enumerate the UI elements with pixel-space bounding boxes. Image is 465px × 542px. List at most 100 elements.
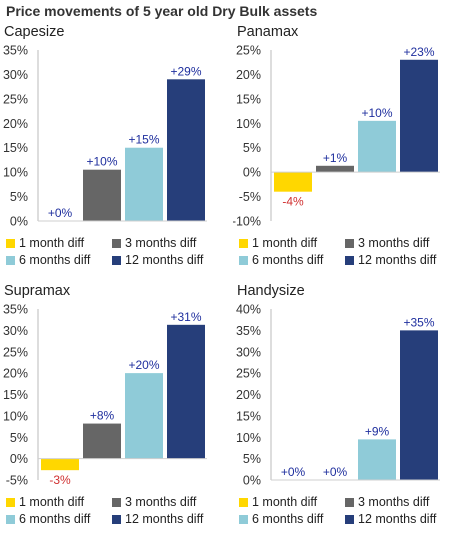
panamax-panel: Panamax -10% -5% 0% 5% 10% 15% 20% 25% -4% +1% +10%… (233, 24, 465, 282)
legend-label: 6 months diff (19, 253, 91, 267)
data-label: +1% (323, 151, 348, 165)
y-tick-label: 30% (236, 345, 261, 359)
legend-label: 1 month diff (252, 236, 318, 250)
handysize-chart: 0% 5% 10% 15% 20% 25% 30% 35% 40% +0% +0% +9% +35% (236, 303, 440, 488)
handysize-legend: 1 month diff 3 months diff 6 months diff 12… (233, 495, 465, 531)
legend-swatch (112, 497, 121, 507)
bar-3-months (83, 423, 121, 459)
legend-label: 3 months diff (358, 495, 430, 509)
y-tick-label: 10% (3, 409, 28, 423)
legend-swatch (239, 514, 248, 524)
data-label: +10% (361, 106, 392, 120)
bar-1-month (41, 458, 79, 471)
y-tick-label: 35% (3, 44, 28, 58)
data-label: +35% (403, 315, 434, 329)
legend-swatch (6, 514, 15, 524)
legend-item-1-month: 1 month diff (239, 236, 317, 250)
capesize-title: Capesize (4, 24, 65, 40)
data-label: +9% (365, 424, 390, 438)
legend-label: 12 months diff (358, 253, 437, 267)
y-tick-label: 40% (236, 303, 261, 317)
panamax-title: Panamax (237, 24, 299, 40)
legend-item-12-months: 12 months diff (112, 253, 203, 267)
legend-swatch (6, 497, 15, 507)
handysize-title: Handysize (237, 283, 305, 299)
y-tick-label: 30% (3, 68, 28, 82)
y-tick-label: 25% (3, 345, 28, 359)
legend-swatch (239, 238, 248, 248)
legend-label: 1 month diff (19, 495, 85, 509)
legend-swatch (112, 238, 121, 248)
legend-swatch (112, 255, 121, 265)
data-label: +15% (128, 133, 159, 147)
y-tick-label: 20% (236, 68, 261, 82)
y-tick-label: 15% (236, 409, 261, 423)
y-tick-label: -5% (6, 474, 28, 488)
legend-item-12-months: 12 months diff (345, 253, 436, 267)
legend-swatch (239, 497, 248, 507)
legend-item-3-months: 3 months diff (112, 495, 196, 509)
y-tick-label: 25% (236, 44, 261, 58)
y-tick-label: 0% (243, 474, 261, 488)
data-label: +31% (170, 310, 201, 324)
main-title: Price movements of 5 year old Dry Bulk a… (6, 3, 318, 19)
data-label: -3% (49, 473, 71, 487)
y-tick-label: 15% (236, 92, 261, 106)
legend-item-1-month: 1 month diff (6, 495, 84, 509)
y-tick-label: -5% (239, 190, 261, 204)
data-label: +23% (403, 45, 434, 59)
y-tick-label: 10% (236, 431, 261, 445)
y-tick-label: -10% (233, 215, 261, 229)
legend-item-1-month: 1 month diff (239, 495, 317, 509)
bar-12-months (167, 324, 205, 459)
legend-swatch (345, 255, 354, 265)
data-label: -4% (282, 195, 304, 209)
supramax-panel: Supramax -5% 0% 5% 10% 15% 20% 25% 30% 35% -3% +8% +… (0, 283, 232, 541)
y-tick-label: 10% (236, 117, 261, 131)
bar-6-months (125, 147, 163, 221)
y-tick-label: 5% (243, 141, 261, 155)
bar-6-months (125, 373, 163, 459)
data-label: +10% (86, 155, 117, 169)
y-tick-label: 35% (236, 324, 261, 338)
legend-label: 3 months diff (125, 236, 197, 250)
y-tick-label: 5% (243, 452, 261, 466)
legend-label: 6 months diff (19, 512, 91, 526)
legend-label: 12 months diff (358, 512, 437, 526)
legend-label: 1 month diff (19, 236, 85, 250)
capesize-chart: 0% 5% 10% 15% 20% 25% 30% 35% +0% +10% +15% +29% (3, 44, 207, 229)
bar-1-month (274, 172, 312, 192)
panamax-legend: 1 month diff 3 months diff 6 months diff 12… (233, 236, 465, 272)
capesize-legend: 1 month diff 3 months diff 6 months diff 12… (0, 236, 232, 272)
y-tick-label: 20% (236, 388, 261, 402)
legend-item-6-months: 6 months diff (239, 512, 323, 526)
legend-swatch (345, 238, 354, 248)
supramax-chart: -5% 0% 5% 10% 15% 20% 25% 30% 35% -3% +8% +20% +31% (3, 303, 207, 488)
y-tick-label: 15% (3, 141, 28, 155)
data-label: +0% (323, 465, 348, 479)
y-tick-label: 0% (10, 452, 28, 466)
data-label: +20% (128, 358, 159, 372)
legend-item-3-months: 3 months diff (112, 236, 196, 250)
bar-3-months (83, 169, 121, 221)
supramax-legend: 1 month diff 3 months diff 6 months diff 12… (0, 495, 232, 531)
legend-swatch (112, 514, 121, 524)
legend-item-3-months: 3 months diff (345, 236, 429, 250)
bar-6-months (358, 120, 396, 173)
handysize-panel: Handysize 0% 5% 10% 15% 20% 25% 30% 35% 40% +0% +0%… (233, 283, 465, 541)
legend-label: 6 months diff (252, 253, 324, 267)
legend-item-6-months: 6 months diff (6, 253, 90, 267)
y-tick-label: 0% (10, 215, 28, 229)
legend-item-1-month: 1 month diff (6, 236, 84, 250)
legend-swatch (6, 255, 15, 265)
legend-label: 3 months diff (358, 236, 430, 250)
bar-12-months (167, 79, 205, 221)
panamax-chart: -10% -5% 0% 5% 10% 15% 20% 25% -4% +1% +10% +23% (233, 44, 440, 229)
y-tick-label: 20% (3, 367, 28, 381)
legend-swatch (239, 255, 248, 265)
legend-label: 1 month diff (252, 495, 318, 509)
y-tick-label: 5% (10, 190, 28, 204)
y-tick-label: 10% (3, 166, 28, 180)
legend-label: 12 months diff (125, 512, 204, 526)
legend-swatch (345, 497, 354, 507)
